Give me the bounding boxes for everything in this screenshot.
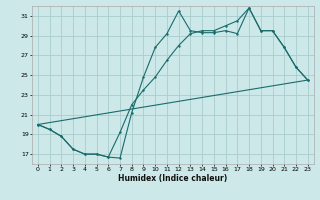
X-axis label: Humidex (Indice chaleur): Humidex (Indice chaleur): [118, 174, 228, 183]
